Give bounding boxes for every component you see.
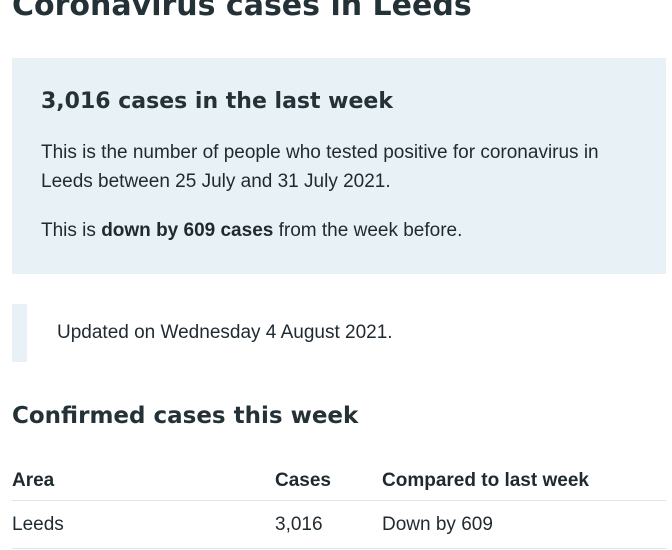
column-header-compared: Compared to last week bbox=[382, 462, 666, 501]
summary-change-suffix: from the week before. bbox=[273, 220, 463, 241]
summary-description: This is the number of people who tested … bbox=[41, 142, 599, 192]
updated-date: Updated on Wednesday 4 August 2021. bbox=[57, 322, 393, 343]
cell-area: Leeds bbox=[12, 500, 275, 549]
table-row: Leeds 3,016 Down by 609 bbox=[12, 500, 666, 549]
summary-panel: 3,016 cases in the last week This is the… bbox=[12, 58, 666, 274]
cases-table: Area Cases Compared to last week Leeds 3… bbox=[12, 462, 666, 549]
summary-change-emphasis: down by 609 cases bbox=[101, 220, 274, 241]
cell-cases: 3,016 bbox=[275, 500, 382, 549]
column-header-area: Area bbox=[12, 462, 275, 501]
updated-inset-bar bbox=[12, 304, 27, 362]
confirmed-cases-heading: Confirmed cases this week bbox=[12, 403, 359, 429]
cell-compared: Down by 609 bbox=[382, 500, 666, 549]
summary-heading: 3,016 cases in the last week bbox=[41, 89, 393, 114]
summary-change-prefix: This is bbox=[41, 220, 102, 241]
summary-change: This is down by 609 cases from the week … bbox=[41, 216, 462, 245]
table-header-row: Area Cases Compared to last week bbox=[12, 462, 666, 501]
column-header-cases: Cases bbox=[275, 462, 382, 501]
page-title: Coronavirus cases in Leeds bbox=[12, 0, 472, 23]
